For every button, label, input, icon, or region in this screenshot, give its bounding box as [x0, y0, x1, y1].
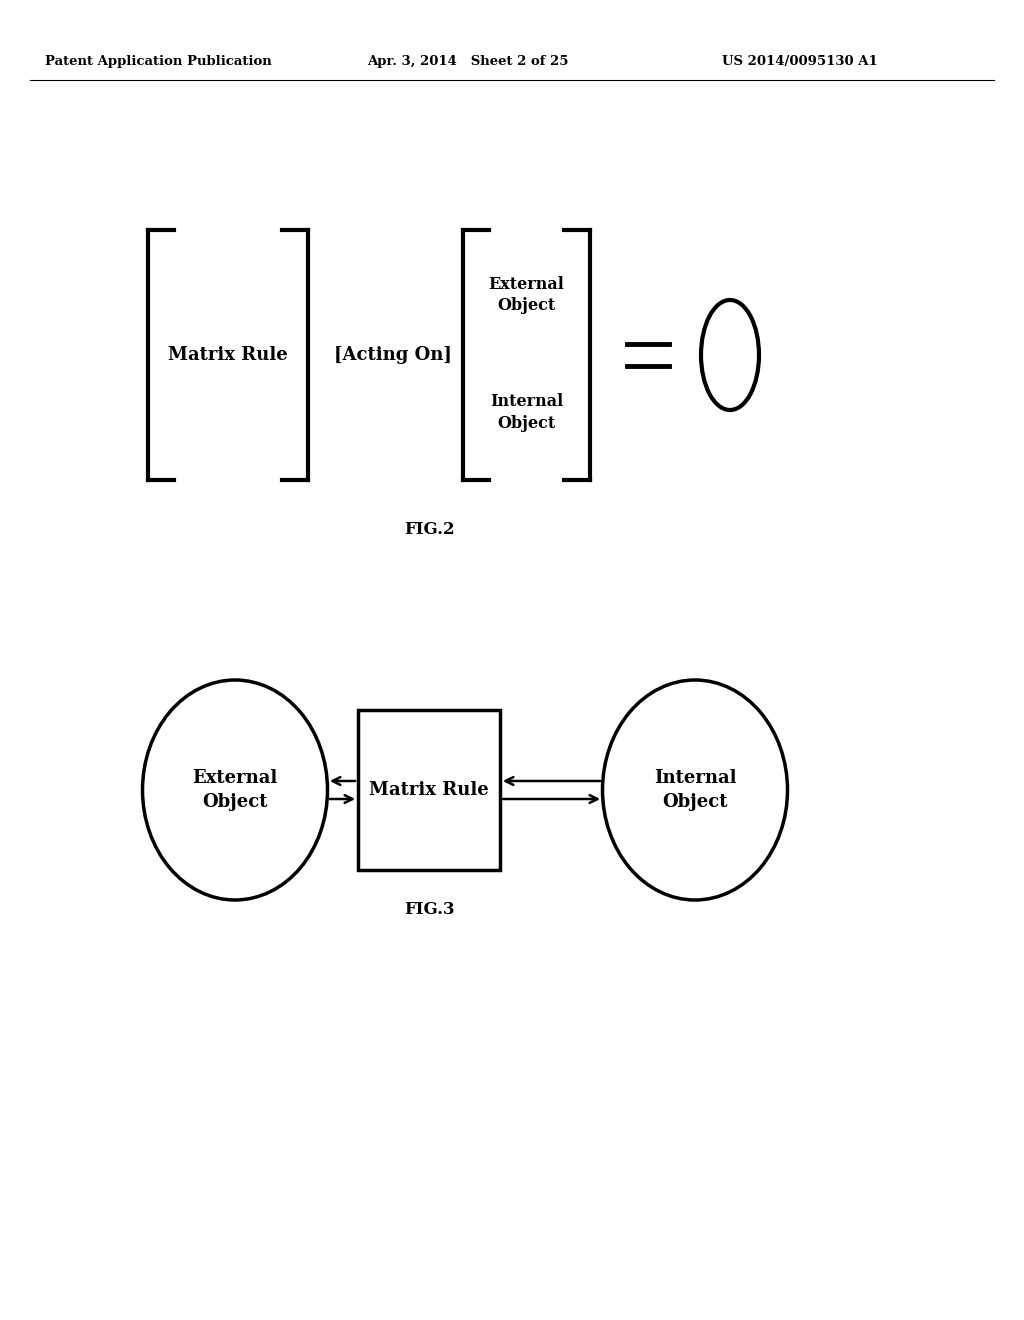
Text: Matrix Rule: Matrix Rule: [168, 346, 288, 364]
Text: FIG.3: FIG.3: [404, 902, 456, 919]
Bar: [358, 710, 500, 870]
Text: Matrix Rule: Matrix Rule: [369, 781, 488, 799]
Text: External
Object: External Object: [193, 770, 278, 810]
Text: US 2014/0095130 A1: US 2014/0095130 A1: [722, 55, 878, 69]
Text: Patent Application Publication: Patent Application Publication: [45, 55, 271, 69]
Text: Internal
Object: Internal Object: [653, 770, 736, 810]
Text: Internal
Object: Internal Object: [489, 393, 563, 432]
Text: External
Object: External Object: [488, 276, 564, 314]
Text: Apr. 3, 2014   Sheet 2 of 25: Apr. 3, 2014 Sheet 2 of 25: [368, 55, 568, 69]
Text: FIG.2: FIG.2: [404, 521, 456, 539]
Text: [Acting On]: [Acting On]: [334, 346, 452, 364]
